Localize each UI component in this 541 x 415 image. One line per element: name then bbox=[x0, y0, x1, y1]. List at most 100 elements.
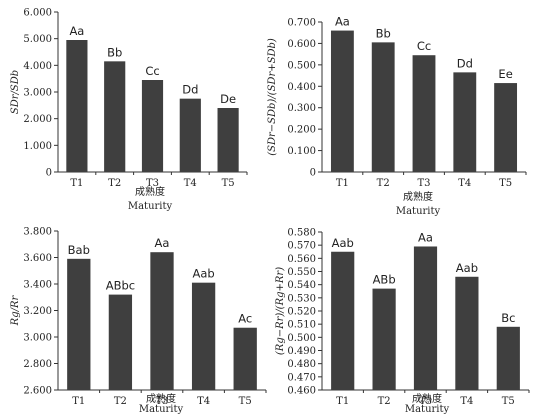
category-label: T3 bbox=[417, 178, 430, 189]
y-axis-label: (SDr−SDb)/(SDr+SDb) bbox=[267, 38, 278, 156]
bar-t1 bbox=[330, 30, 354, 173]
y-tick-label: 0 bbox=[46, 168, 52, 179]
y-axis-label: (Rg−Rr)/(Rg+Rr) bbox=[275, 267, 286, 355]
y-tick-label: 0.540 bbox=[287, 280, 316, 291]
y-tick-label: 2.600 bbox=[23, 386, 52, 397]
y-axis-label: Rg/Rr bbox=[10, 294, 21, 326]
y-tick-label: 0 bbox=[310, 168, 316, 179]
bar-t2 bbox=[104, 61, 126, 173]
y-tick-label: 0.530 bbox=[287, 293, 316, 304]
x-axis-label-cn: 成熟度 bbox=[412, 392, 442, 405]
significance-label: Aa bbox=[69, 24, 84, 38]
category-label: T5 bbox=[499, 178, 512, 189]
y-tick-label: 0.580 bbox=[287, 228, 316, 239]
chart-sdr-sdb-normalized: 0 0.100 0.200 0.300 0.400 0.500 0.600 0.700 Aa T1… bbox=[267, 15, 527, 217]
bar-t2 bbox=[372, 288, 396, 390]
chart-sdr-sdb: 0 1.000 2.000 3.000 4.000 5.000 6.000 Aa T1 Bb T2 C… bbox=[10, 8, 248, 212]
category-label: T2 bbox=[378, 396, 391, 407]
category-label: T5 bbox=[222, 178, 235, 189]
bar-t4 bbox=[455, 276, 479, 390]
chart-rg-rr: 2.600 2.800 3.000 3.200 3.400 3.600 3.800 Bab T1… bbox=[10, 227, 267, 415]
significance-label: Aa bbox=[155, 236, 170, 250]
y-tick-label: 0.490 bbox=[287, 346, 316, 357]
significance-label: Dd bbox=[457, 56, 473, 70]
y-tick-label: 0.560 bbox=[287, 254, 316, 265]
significance-label: Aab bbox=[332, 236, 354, 250]
significance-label: Bab bbox=[68, 243, 90, 257]
category-label: T1 bbox=[336, 396, 349, 407]
y-tick-label: 0.500 bbox=[287, 333, 316, 344]
category-label: T3 bbox=[155, 396, 168, 407]
bar-t5 bbox=[233, 327, 257, 390]
y-tick-label: 0.600 bbox=[287, 39, 316, 50]
y-axis-label: SDr/SDb bbox=[10, 70, 21, 114]
x-axis-label-en: Maturity bbox=[139, 404, 184, 415]
y-tick-label: 0.500 bbox=[287, 60, 316, 71]
significance-label: Bc bbox=[501, 311, 515, 325]
category-label: T3 bbox=[146, 178, 159, 189]
category-label: T2 bbox=[108, 178, 121, 189]
bar-t3 bbox=[141, 80, 164, 172]
y-tick-label: 0.400 bbox=[287, 82, 316, 93]
bar-t1 bbox=[67, 258, 91, 390]
bar-t4 bbox=[179, 98, 201, 172]
significance-label: Aa bbox=[335, 15, 350, 29]
y-tick-label: 2.800 bbox=[23, 359, 52, 370]
category-label: T2 bbox=[114, 396, 127, 407]
y-tick-label: 0.300 bbox=[287, 103, 316, 114]
significance-label: Cc bbox=[417, 39, 431, 53]
x-axis-label-en: Maturity bbox=[128, 201, 173, 212]
y-tick-label: 0.510 bbox=[287, 320, 316, 331]
y-tick-label: 3.800 bbox=[23, 227, 52, 238]
category-label: T4 bbox=[460, 396, 473, 407]
x-axis-label-cn: 成熟度 bbox=[146, 392, 176, 405]
category-label: T2 bbox=[377, 178, 390, 189]
y-tick-label: 0.100 bbox=[287, 146, 316, 157]
x-axis-label-cn: 成熟度 bbox=[135, 185, 165, 198]
bar-t5 bbox=[217, 108, 239, 172]
y-tick-label: 1.000 bbox=[23, 141, 52, 152]
bar-t3 bbox=[413, 246, 438, 390]
bar-t2 bbox=[371, 42, 395, 172]
bar-t3 bbox=[412, 55, 436, 172]
category-label: T4 bbox=[184, 178, 197, 189]
bar-t2 bbox=[108, 294, 133, 390]
bar-t1 bbox=[331, 251, 355, 390]
significance-label: Dd bbox=[182, 83, 198, 97]
category-label: T1 bbox=[70, 178, 83, 189]
bar-t1 bbox=[66, 40, 88, 172]
significance-label: Aa bbox=[418, 230, 433, 244]
y-tick-label: 5.000 bbox=[23, 34, 52, 45]
significance-label: Bb bbox=[376, 26, 391, 40]
y-tick-label: 0.200 bbox=[287, 125, 316, 136]
category-label: T5 bbox=[502, 396, 515, 407]
y-tick-label: 3.000 bbox=[23, 88, 52, 99]
y-tick-label: 0.460 bbox=[287, 386, 316, 397]
category-label: T4 bbox=[197, 396, 210, 407]
significance-label: ABb bbox=[373, 273, 396, 287]
y-tick-label: 2.000 bbox=[23, 114, 52, 125]
bar-t3 bbox=[150, 252, 174, 390]
y-tick-label: 3.600 bbox=[23, 253, 52, 264]
y-tick-label: 3.200 bbox=[23, 306, 52, 317]
category-label: T4 bbox=[458, 178, 471, 189]
y-tick-label: 0.550 bbox=[287, 267, 316, 278]
chart-rg-rr-normalized: 0.460 0.470 0.480 0.490 0.500 0.510 0.520 0.530… bbox=[275, 228, 530, 415]
significance-label: Aab bbox=[456, 261, 478, 275]
y-tick-label: 0.520 bbox=[287, 307, 316, 318]
y-tick-label: 0.700 bbox=[287, 18, 316, 29]
x-axis-label-cn: 成熟度 bbox=[403, 190, 433, 203]
significance-label: De bbox=[220, 92, 236, 106]
significance-label: Cc bbox=[145, 64, 159, 78]
bar-t5 bbox=[496, 326, 520, 390]
x-axis-label-en: Maturity bbox=[405, 404, 450, 415]
y-tick-label: 6.000 bbox=[23, 8, 52, 19]
significance-label: Ee bbox=[498, 67, 512, 81]
significance-label: Bb bbox=[107, 45, 122, 59]
y-tick-label: 0.480 bbox=[287, 359, 316, 370]
category-label: T5 bbox=[239, 396, 252, 407]
category-label: T1 bbox=[336, 178, 349, 189]
y-tick-label: 3.000 bbox=[23, 333, 52, 344]
category-label: T1 bbox=[72, 396, 85, 407]
